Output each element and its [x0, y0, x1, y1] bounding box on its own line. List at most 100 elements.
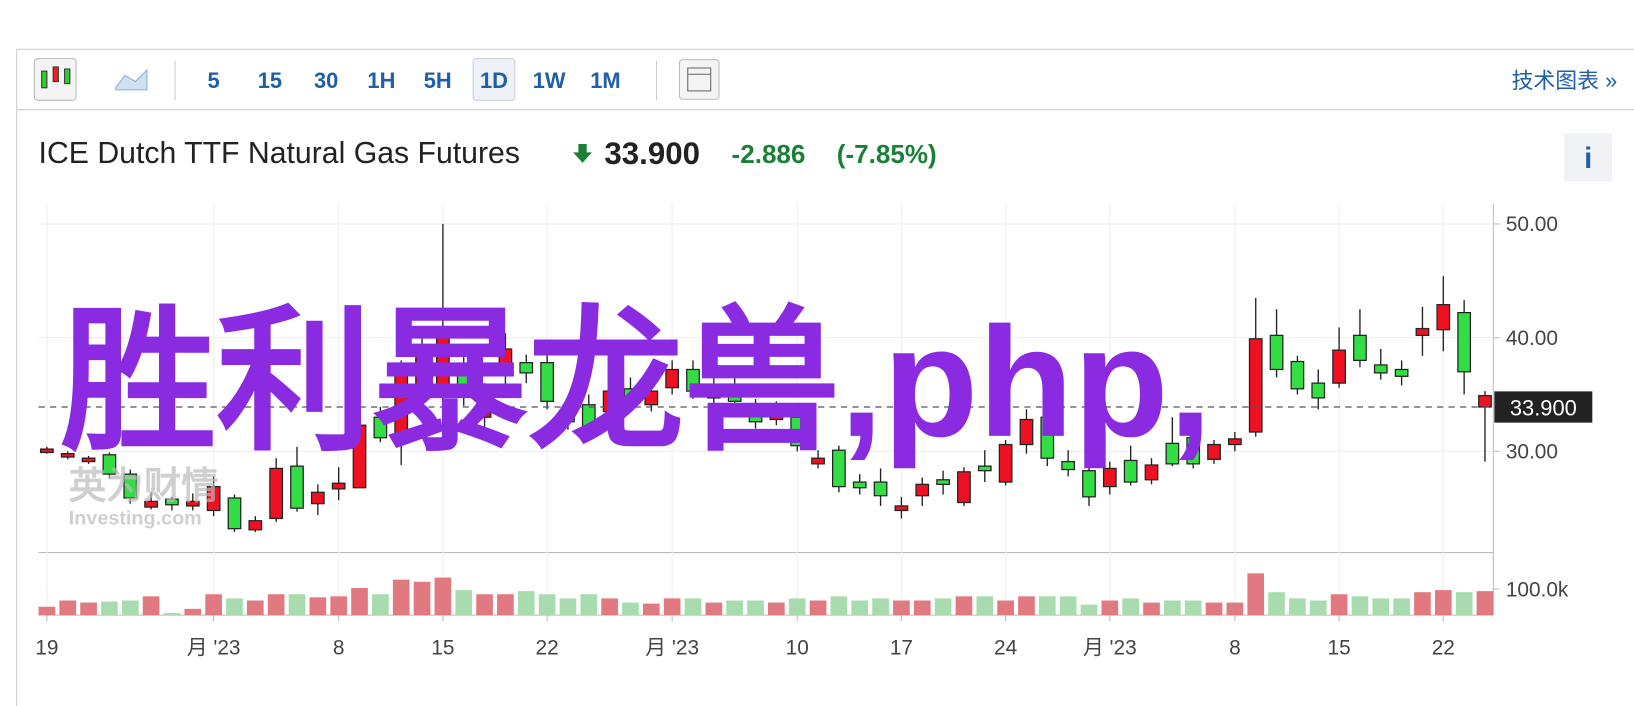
interval[interactable]: 5 [208, 68, 220, 93]
volume-bar [59, 600, 77, 616]
interval-selected[interactable] [472, 58, 516, 101]
volume-bar [372, 594, 389, 616]
volume-bar [997, 600, 1014, 616]
candle-body [1061, 460, 1076, 471]
icon-bar [52, 66, 59, 83]
volume-bar [580, 594, 598, 616]
interval[interactable]: 30 [314, 68, 338, 93]
icon-box[interactable] [678, 59, 720, 100]
candle-body [1082, 470, 1096, 498]
volume-bar [1434, 590, 1452, 616]
interval[interactable]: 1H [367, 68, 395, 93]
candle-body [290, 465, 304, 509]
area-icon[interactable] [115, 68, 148, 91]
candle-body [123, 473, 138, 499]
volume-bar [142, 596, 160, 616]
volume-bar [80, 602, 97, 616]
candle-body [477, 390, 492, 418]
candle-body [1207, 443, 1221, 460]
icon-bar [41, 70, 48, 89]
candle-body [1373, 364, 1388, 374]
info-icon[interactable]: i [1584, 143, 1592, 175]
candle-icon[interactable] [33, 58, 77, 101]
volume-bar [101, 601, 118, 616]
volume-bar [1101, 600, 1119, 616]
x-tick-label: 月 '23 [1083, 637, 1137, 660]
candle-body [436, 332, 450, 392]
candle-body [1040, 416, 1055, 459]
volume-bar [1184, 600, 1202, 616]
tech-chart-link[interactable]: 技术图表 » [1512, 68, 1618, 93]
volume-bar [663, 598, 681, 616]
candle-body [81, 457, 96, 463]
volume-tick-label: 100.0k [1506, 578, 1569, 601]
volume-bar [267, 594, 285, 616]
candle-body [1457, 311, 1472, 373]
volume-bar [1455, 592, 1473, 616]
x-tick-label: 24 [994, 637, 1017, 660]
change: -2.886 [732, 139, 806, 169]
last-price-label: 33.900 [1510, 395, 1577, 420]
candle-body [540, 362, 554, 402]
volume-bar [1330, 594, 1348, 616]
candle-body [144, 500, 158, 508]
logo-cn: 英为财情 [69, 464, 219, 506]
candle-body [1019, 418, 1034, 446]
volume-bar [872, 598, 889, 616]
x-tick-label: 19 [35, 637, 58, 660]
volume-bar [1122, 598, 1140, 616]
volume-bar [1080, 604, 1098, 616]
interval[interactable]: 15 [258, 68, 282, 93]
candle-body [352, 424, 367, 489]
interval[interactable]: 5H [424, 68, 452, 93]
candle-body [998, 443, 1013, 483]
info-button[interactable] [1564, 133, 1613, 182]
volume-bar [705, 602, 723, 616]
interval[interactable]: 1W [533, 68, 566, 93]
volume-bar [121, 600, 139, 616]
candle-body [1478, 395, 1492, 408]
volume-bar [434, 577, 452, 616]
volume-bar [163, 613, 181, 616]
instrument-title: ICE Dutch TTF Natural Gas Futures [39, 137, 520, 170]
x-tick-label: 8 [333, 637, 345, 660]
candle-body [456, 364, 471, 392]
candle-body [1269, 334, 1284, 371]
interval[interactable]: 1M [590, 68, 620, 93]
candle-body [1144, 464, 1159, 481]
candle-body [373, 416, 388, 439]
candle-body [185, 500, 200, 507]
x-tick-label: 月 '23 [187, 637, 241, 660]
candle-body [331, 482, 346, 490]
candle-body [1123, 459, 1138, 483]
icon-lines [687, 67, 712, 92]
candle-body [40, 448, 54, 454]
candle-body [1102, 467, 1117, 488]
candle-body [769, 408, 784, 421]
candle-body [894, 505, 909, 512]
candle-body [790, 416, 805, 447]
x-tick-label: 22 [536, 637, 559, 660]
interval[interactable]: 1D [480, 68, 508, 93]
volume-bar [1289, 598, 1306, 616]
candle-body [727, 384, 742, 402]
candle-body [60, 453, 75, 458]
volume-bar [1414, 592, 1431, 616]
volume-bar [622, 602, 639, 616]
layout-icon[interactable] [678, 59, 720, 100]
candle-body [852, 481, 867, 489]
candle-body [873, 481, 888, 497]
volume-bar [330, 596, 348, 616]
candle-body [102, 454, 117, 475]
candle-body [206, 485, 221, 512]
candle-body [977, 465, 992, 472]
volume-bar [809, 600, 827, 616]
volume-bar [1351, 596, 1369, 616]
candle-body [957, 471, 971, 504]
x-tick-label: 8 [1229, 637, 1241, 660]
volume-bar [538, 594, 556, 616]
y-tick-label: 30.00 [1506, 441, 1558, 464]
x-tick-label: 15 [1328, 637, 1351, 660]
candle-body [623, 388, 638, 402]
